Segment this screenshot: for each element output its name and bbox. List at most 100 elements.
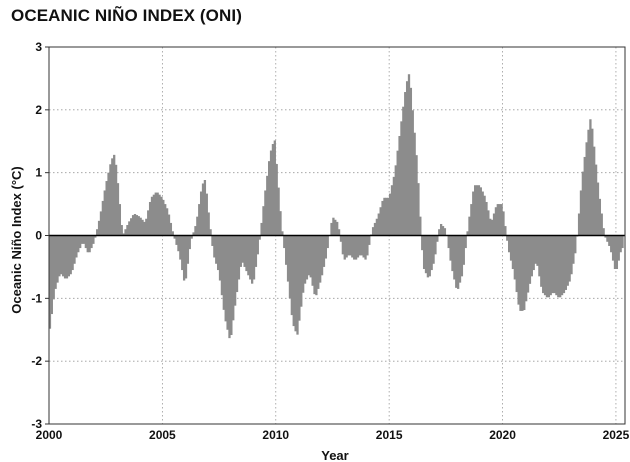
oni-bar <box>387 197 390 236</box>
oni-bar <box>292 235 295 327</box>
oni-bar <box>515 235 518 293</box>
oni-bar <box>388 193 392 236</box>
oni-bar <box>48 235 52 329</box>
oni-bar <box>122 233 125 236</box>
oni-bar <box>523 235 526 311</box>
oni-bar <box>305 235 309 280</box>
oni-bar <box>211 235 214 246</box>
oni-bar <box>474 185 477 236</box>
oni-bar <box>477 185 481 236</box>
oni-bar <box>496 204 499 236</box>
oni-bar <box>107 172 110 236</box>
oni-bar <box>339 235 343 242</box>
oni-bar <box>581 171 584 236</box>
oni-bar <box>508 235 511 253</box>
oni-bar <box>198 204 201 236</box>
oni-bar <box>606 235 609 242</box>
x-tick-label: 2015 <box>376 428 403 442</box>
oni-bar <box>133 214 137 236</box>
oni-bar <box>392 176 396 236</box>
oni-bar <box>215 235 218 264</box>
oni-bar <box>241 235 244 263</box>
oni-bar <box>262 206 265 236</box>
oni-bar <box>538 235 541 277</box>
oni-bar <box>362 235 365 258</box>
oni-bar <box>245 235 248 272</box>
oni-bar <box>419 216 422 236</box>
oni-bar <box>175 235 178 245</box>
oni-bar <box>617 235 620 261</box>
oni-bar <box>432 235 435 264</box>
oni-bar <box>150 196 154 236</box>
oni-bar <box>568 235 571 282</box>
oni-bar <box>509 235 513 261</box>
oni-bar <box>341 235 344 255</box>
oni-bar <box>147 210 150 236</box>
x-tick-labels: 2000 2005 2010 2015 2020 2025 <box>36 428 630 442</box>
oni-bar <box>182 235 186 281</box>
oni-bar <box>190 235 193 239</box>
oni-bar <box>243 235 246 267</box>
oni-bar <box>158 194 161 236</box>
oni-bar <box>494 207 498 236</box>
oni-bar <box>264 190 267 236</box>
oni-bar <box>207 212 210 236</box>
oni-bar <box>130 218 133 236</box>
oni-bar <box>131 215 135 236</box>
oni-bar <box>103 190 106 236</box>
oni-bar <box>226 235 229 330</box>
oni-bar <box>368 235 371 245</box>
oni-bar <box>222 235 225 310</box>
oni-bar <box>411 110 414 236</box>
oni-bar <box>600 213 603 236</box>
oni-bar <box>330 222 333 236</box>
oni-bar <box>266 175 269 236</box>
oni-bar <box>460 235 464 277</box>
oni-bar <box>116 183 120 236</box>
oni-bar <box>213 235 216 258</box>
oni-bar <box>475 185 479 236</box>
oni-bar <box>283 235 286 249</box>
x-axis-label: Year <box>321 448 348 462</box>
oni-bar <box>290 235 293 316</box>
oni-bar <box>298 235 301 321</box>
oni-bar <box>54 235 57 289</box>
y-tick-label: 0 <box>35 229 42 243</box>
oni-bar <box>604 235 607 238</box>
oni-bar <box>428 235 431 277</box>
oni-bar <box>472 191 475 236</box>
oni-bar <box>456 235 460 289</box>
oni-bar <box>549 235 552 296</box>
oni-bar <box>145 218 148 236</box>
oni-bar <box>587 129 590 236</box>
y-tick-labels: -3 -2 -1 0 1 2 3 <box>31 40 49 431</box>
oni-bar <box>181 235 184 271</box>
oni-bar <box>273 140 276 236</box>
oni-bar <box>555 235 558 296</box>
oni-bar <box>332 217 335 236</box>
oni-bar <box>426 235 430 278</box>
oni-bar <box>591 128 594 236</box>
y-tick-label: -3 <box>31 417 42 431</box>
oni-bar <box>285 235 288 265</box>
oni-bar <box>160 196 163 236</box>
oni-bar <box>434 235 437 255</box>
oni-bar <box>610 235 613 253</box>
oni-bar <box>351 235 354 258</box>
oni-bar <box>593 146 596 236</box>
oni-bar <box>458 235 462 283</box>
oni-bar <box>230 235 233 335</box>
oni-bar <box>566 235 569 286</box>
x-tick-label: 2000 <box>36 428 63 442</box>
oni-bar <box>528 235 532 284</box>
oni-bar <box>268 161 271 236</box>
oni-bar <box>205 193 208 236</box>
oni-bar <box>430 235 433 271</box>
oni-bar <box>500 204 503 236</box>
oni-bar <box>583 156 586 236</box>
oni-bar <box>540 235 543 287</box>
oni-bar <box>572 235 575 264</box>
oni-bar <box>271 144 275 236</box>
oni-bar <box>356 235 360 258</box>
oni-bar <box>407 74 411 236</box>
